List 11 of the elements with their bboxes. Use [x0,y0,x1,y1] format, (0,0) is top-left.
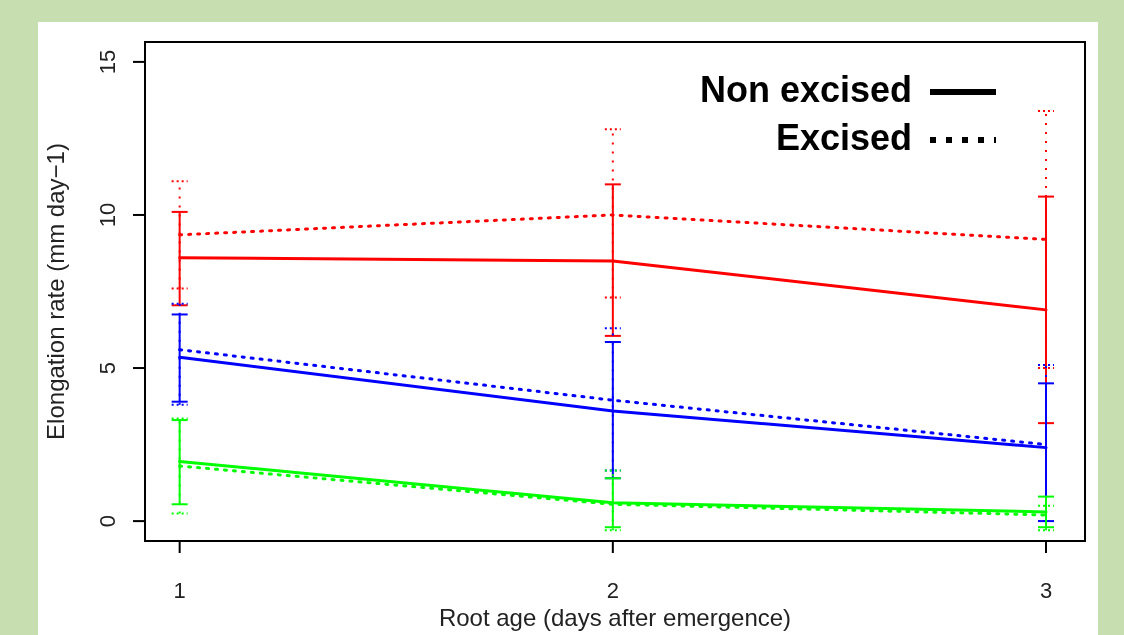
y-tick-label: 15 [95,49,120,75]
y-tick-label: 0 [95,514,120,528]
x-tick-label: 1 [173,578,186,603]
y-tick-label: 5 [95,361,120,375]
annotation: Excised [775,117,912,158]
x-axis-title: Root age (days after emergence) [438,604,792,631]
x-tick-label: 3 [1039,578,1053,603]
y-tick-label: 10 [95,202,120,228]
x-tick-label: 2 [606,578,619,603]
y-axis-title: Elongation rate (mm day−1) [42,143,69,440]
annotation: Non excised [699,69,912,110]
